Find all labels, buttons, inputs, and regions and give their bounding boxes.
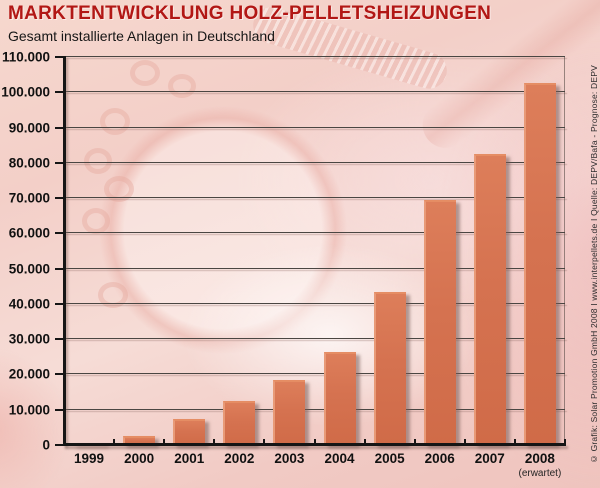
chart-header: MARKTENTWICKLUNG HOLZ-PELLETSHEIZUNGEN G… (8, 3, 491, 44)
x-tick-3 (213, 439, 216, 445)
bar-2003 (273, 379, 306, 445)
x-tick-9 (513, 439, 516, 445)
y-label-40.000: 40.000 (8, 296, 50, 312)
gridline-100.000 (64, 91, 565, 93)
x-tick-0 (63, 439, 65, 445)
y-tick-30.000 (55, 338, 64, 341)
gridline-80.000 (64, 161, 565, 163)
y-tick-80.000 (55, 161, 64, 164)
x-label-1999: 1999 (74, 451, 105, 466)
bar-cell-2000 (114, 57, 164, 445)
y-tick-10.000 (55, 408, 64, 411)
bar-2006 (423, 199, 456, 445)
y-tick-70.000 (55, 197, 64, 200)
bar-2002 (223, 400, 256, 445)
gridline-110.000 (64, 56, 565, 57)
y-label-100.000: 100.000 (1, 84, 50, 100)
bar-cell-2001 (164, 57, 214, 445)
gridline-10.000 (64, 408, 565, 410)
y-tick-100.000 (55, 91, 64, 94)
x-tick-10 (564, 439, 566, 445)
y-label-20.000: 20.000 (8, 366, 50, 382)
y-tick-90.000 (55, 126, 64, 129)
x-label-2004: 2004 (324, 451, 355, 466)
y-label-70.000: 70.000 (8, 190, 50, 206)
y-label-0: 0 (42, 437, 50, 453)
y-tick-40.000 (55, 302, 64, 305)
y-axis-line (63, 56, 66, 446)
gridline-90.000 (64, 126, 565, 128)
x-tick-8 (463, 439, 466, 445)
y-label-30.000: 30.000 (8, 331, 50, 347)
y-tick-20.000 (55, 373, 64, 376)
bar-series (64, 57, 565, 445)
x-label-2005: 2005 (374, 451, 405, 466)
y-tick-0 (55, 444, 64, 446)
bar-2007 (473, 154, 506, 445)
decor-ring-icon (98, 282, 128, 308)
decor-ring-icon (84, 148, 112, 174)
gridline-70.000 (64, 197, 565, 199)
bar-cell-2003 (264, 57, 314, 445)
bar-cell-2006 (415, 57, 465, 445)
plot-area: 0 10.000 20.000 30.000 40.000 50.000 60.000 70.… (1, 50, 566, 453)
y-tick-60.000 (55, 232, 64, 235)
y-label-90.000: 90.000 (8, 120, 50, 136)
y-label-10.000: 10.000 (8, 402, 50, 418)
x-label-2002: 2002 (224, 451, 255, 466)
bar-2005 (373, 291, 406, 445)
bar-cell-2002 (214, 57, 264, 445)
gridline-60.000 (64, 232, 565, 234)
x-tick-5 (313, 439, 316, 445)
x-label-note: (erwartet) (518, 468, 562, 479)
bar-2000 (123, 436, 156, 445)
page-subtitle: Gesamt installierte Anlagen in Deutschla… (8, 28, 275, 44)
x-label-2006: 2006 (424, 451, 455, 466)
x-tick-4 (263, 439, 266, 445)
y-label-80.000: 80.000 (8, 155, 50, 171)
x-label-2008: 2008 (erwartet) (515, 451, 565, 479)
page-title: MARKTENTWICKLUNG HOLZ-PELLETSHEIZUNGEN (8, 3, 492, 24)
x-label-2000: 2000 (124, 451, 155, 466)
gridline-50.000 (64, 267, 565, 269)
bar-cell-2005 (365, 57, 415, 445)
bar-2001 (173, 418, 206, 445)
x-label-2007: 2007 (474, 451, 505, 466)
bar-cell-2008 (515, 57, 565, 445)
y-tick-50.000 (55, 267, 64, 270)
bar-2008 (523, 83, 556, 445)
x-axis-labels: 1999 2000 2001 2002 2003 2004 2005 2006 2007 2008… (64, 451, 565, 479)
gridline-30.000 (64, 338, 565, 340)
y-tick-110.000 (55, 56, 64, 58)
decor-ring-icon (168, 74, 196, 98)
bar-cell-2007 (465, 57, 515, 445)
credit-text: © Grafik: Solar Promotion GmbH 2008 I ww… (589, 64, 599, 464)
y-label-60.000: 60.000 (8, 225, 50, 241)
decor-ring-icon (130, 60, 160, 86)
bar-cell-1999 (64, 57, 114, 445)
bar-2004 (323, 351, 356, 445)
y-label-110.000: 110.000 (1, 49, 50, 65)
x-label-2001: 2001 (174, 451, 205, 466)
decor-ring-icon (100, 108, 130, 135)
plot-right-border (564, 57, 565, 445)
bar-cell-2004 (314, 57, 364, 445)
decor-ring-icon (82, 208, 110, 234)
x-tick-2 (163, 439, 166, 445)
x-tick-7 (413, 439, 416, 445)
x-tick-6 (363, 439, 366, 445)
x-tick-1 (113, 439, 116, 445)
decor-ring-icon (104, 176, 134, 202)
gridline-40.000 (64, 302, 565, 304)
gridline-20.000 (64, 373, 565, 375)
y-label-50.000: 50.000 (8, 261, 50, 277)
x-label-2003: 2003 (274, 451, 305, 466)
